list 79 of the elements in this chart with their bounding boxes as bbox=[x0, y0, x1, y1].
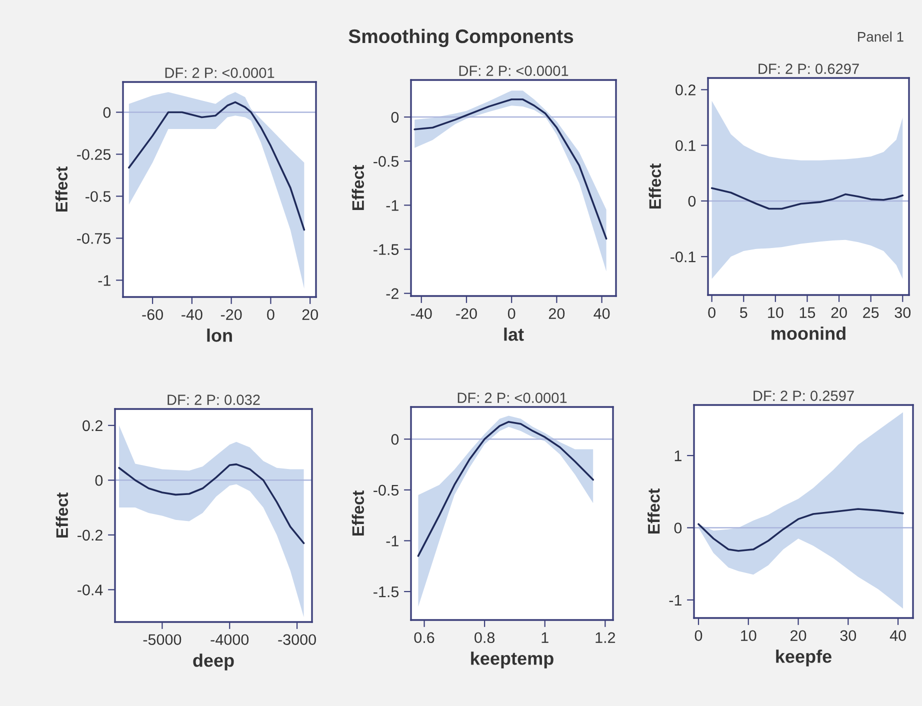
x-tick-label: 0.8 bbox=[474, 632, 495, 644]
x-tick-label: -3000 bbox=[278, 634, 316, 646]
x-tick-label: 1 bbox=[542, 632, 548, 643]
chart-title: DF: 2 P: <0.0001 bbox=[458, 392, 567, 403]
chart-title: DF: 2 P: 0.032 bbox=[168, 394, 260, 405]
y-tick-label: -1 bbox=[98, 275, 110, 286]
y-tick-label: -0.4 bbox=[78, 584, 103, 596]
x-tick-label: -20 bbox=[456, 308, 477, 320]
x-tick-label: -40 bbox=[411, 308, 432, 320]
line-series bbox=[698, 508, 904, 552]
y-tick-label: -1 bbox=[386, 536, 398, 546]
line-series bbox=[128, 101, 306, 231]
y-axis-title: Effect bbox=[56, 492, 68, 538]
x-tick-label: 0 bbox=[508, 308, 516, 320]
chart-title: DF: 2 P: <0.0001 bbox=[459, 66, 568, 76]
x-axis-title: deep bbox=[193, 654, 234, 670]
y-tick-label: -1 bbox=[669, 594, 682, 606]
x-tick-label: -4000 bbox=[210, 634, 249, 646]
x-tick-label: -60 bbox=[142, 309, 163, 320]
y-tick-label: -1 bbox=[386, 200, 398, 211]
line-series bbox=[417, 420, 594, 557]
y-tick-label: 0 bbox=[103, 107, 111, 118]
chart-title: DF: 2 P: <0.0001 bbox=[165, 68, 274, 78]
y-tick-label: 0.2 bbox=[676, 84, 696, 96]
text: Panel 1 bbox=[858, 32, 904, 42]
x-tick-label: 40 bbox=[594, 308, 610, 320]
y-tick-label: 0 bbox=[95, 475, 103, 486]
y-tick-label: -1.5 bbox=[374, 586, 399, 598]
y-tick-label: 0 bbox=[674, 522, 682, 534]
x-axis-title: lat bbox=[504, 328, 524, 341]
x-tick-label: 40 bbox=[890, 630, 906, 642]
x-tick-label: 0 bbox=[708, 307, 716, 318]
y-axis-title: Effect bbox=[648, 164, 662, 209]
y-tick-label: -0.5 bbox=[86, 191, 111, 202]
x-tick-label: 1.2 bbox=[596, 632, 616, 643]
x-tick-label: 15 bbox=[800, 307, 816, 318]
x-tick-label: 25 bbox=[863, 307, 879, 318]
y-tick-label: -2 bbox=[386, 288, 398, 299]
y-axis-title: Effect bbox=[352, 490, 364, 536]
chart-title: DF: 2 P: 0.2597 bbox=[754, 390, 854, 401]
y-tick-label: 0 bbox=[391, 112, 399, 123]
x-tick-label: 0 bbox=[694, 630, 702, 642]
line-series bbox=[710, 187, 904, 210]
x-axis-title: lon bbox=[207, 328, 232, 342]
x-tick-label: 30 bbox=[894, 307, 911, 318]
x-tick-label: 10 bbox=[741, 630, 756, 642]
y-axis-title: Effect bbox=[648, 488, 660, 534]
y-tick-label: 0 bbox=[688, 196, 696, 207]
chart-title: DF: 2 P: 0.6297 bbox=[758, 64, 859, 74]
x-tick-label: -5000 bbox=[143, 634, 182, 646]
y-tick-label: -0.2 bbox=[78, 530, 102, 541]
y-axis-title: Effect bbox=[352, 165, 364, 210]
y-tick-label: 0 bbox=[391, 434, 399, 445]
x-axis-title: keeptemp bbox=[471, 652, 554, 668]
line-series bbox=[414, 98, 608, 240]
x-axis-title: keepfe bbox=[776, 650, 832, 666]
x-tick-label: 0 bbox=[267, 309, 274, 320]
y-tick-label: -1.5 bbox=[374, 244, 399, 255]
y-tick-label: -0.25 bbox=[77, 149, 111, 160]
y-tick-label: -0.1 bbox=[670, 251, 696, 262]
x-tick-label: 20 bbox=[302, 309, 318, 320]
x-tick-label: 0.6 bbox=[414, 632, 434, 644]
y-axis-title: Effect bbox=[55, 166, 68, 212]
y-tick-label: 1 bbox=[674, 450, 682, 462]
x-tick-label: -40 bbox=[182, 309, 202, 320]
y-tick-label: -0.5 bbox=[374, 484, 399, 496]
y-tick-label: -0.5 bbox=[374, 156, 399, 167]
y-tick-label: 0.1 bbox=[676, 140, 696, 152]
x-tick-label: 20 bbox=[831, 307, 847, 318]
x-tick-label: 10 bbox=[768, 307, 784, 318]
x-tick-label: 20 bbox=[548, 308, 565, 320]
y-tick-label: 0.2 bbox=[82, 420, 102, 432]
x-axis-title: moonind bbox=[772, 326, 846, 340]
x-tick-label: -20 bbox=[220, 309, 242, 320]
x-tick-label: 20 bbox=[790, 630, 806, 642]
text: Smoothing Components bbox=[348, 28, 574, 48]
y-tick-label: -0.75 bbox=[77, 233, 111, 244]
x-tick-label: 5 bbox=[740, 307, 748, 318]
x-tick-label: 30 bbox=[840, 630, 856, 642]
